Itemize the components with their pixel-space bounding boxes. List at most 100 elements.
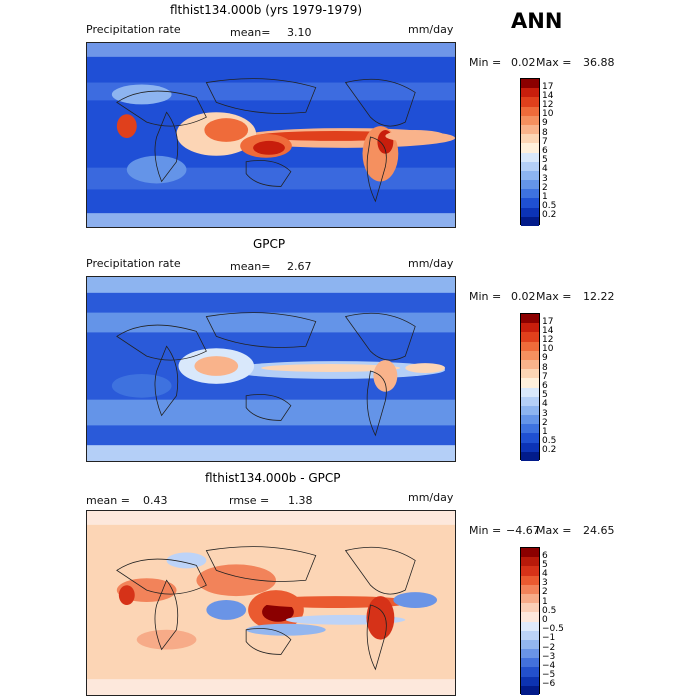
colorbar-tick-label: −1 (542, 633, 556, 644)
colorbar-tick-label: 9 (542, 118, 548, 129)
colorbar-segment (521, 198, 539, 208)
colorbar-segment (521, 593, 539, 604)
panel-3-max-value: 24.65 (583, 524, 615, 537)
colorbar-tick-label: 3 (542, 578, 548, 589)
colorbar-tick-label: 9 (542, 353, 548, 364)
colorbar-segment (521, 405, 539, 416)
panel-2-mean-value: 2.67 (287, 260, 312, 273)
colorbar-segment (521, 97, 539, 107)
colorbar-tick-label: 0.5 (542, 605, 557, 616)
colorbar-tick-label: 17 (542, 81, 554, 92)
panel-2-map-graphic (87, 277, 455, 461)
colorbar-segment (521, 161, 539, 171)
panel-1-left-label: Precipitation rate (86, 23, 181, 36)
colorbar-tick-label: 0.2 (542, 210, 557, 221)
colorbar-segment (521, 332, 539, 342)
colorbar-tick-label: 6 (542, 550, 548, 561)
panel-2-mean-label: mean= (230, 260, 271, 273)
panel-1-max-value: 36.88 (583, 56, 615, 69)
panel-3-colorbar (520, 547, 540, 695)
colorbar-segment (521, 630, 539, 640)
panel-3-map (86, 510, 456, 696)
colorbar-segment (521, 314, 539, 324)
panel-2-max-value: 12.22 (583, 290, 615, 303)
colorbar-tick-label: 0.5 (542, 201, 557, 212)
panel-1-min-value: 0.02 (511, 56, 536, 69)
colorbar-segment (521, 378, 539, 388)
colorbar-segment (521, 658, 539, 668)
colorbar-tick-label: 1 (542, 426, 548, 437)
panel-2-max-label: Max = (536, 290, 572, 303)
colorbar-tick-label: 12 (542, 335, 554, 346)
season-label: ANN (511, 9, 563, 33)
panel-3-mean-label: mean = (86, 494, 130, 507)
colorbar-segment (521, 584, 539, 594)
panel-1-mean-label: mean= (230, 26, 271, 39)
colorbar-segment (521, 667, 539, 677)
colorbar-tick-label: 3 (542, 173, 548, 184)
panel-1-title: flthist134.000b (yrs 1979-1979) (170, 3, 363, 17)
colorbar-tick-label: 4 (542, 399, 548, 410)
colorbar-tick-label: −2 (542, 642, 556, 653)
panel-1-map-graphic (87, 43, 455, 227)
colorbar-segment (521, 566, 539, 576)
colorbar-segment (521, 106, 539, 116)
colorbar-tick-label: 10 (542, 109, 554, 120)
colorbar-segment (521, 433, 539, 443)
colorbar-tick-label: −4 (542, 660, 556, 671)
colorbar-tick-label: 3 (542, 408, 548, 419)
colorbar-segment (521, 134, 539, 144)
colorbar-tick-label: −3 (542, 651, 556, 662)
colorbar-segment (521, 115, 539, 125)
panel-1-max-label: Max = (536, 56, 572, 69)
colorbar-segment (521, 612, 539, 622)
panel-3-units: mm/day (408, 491, 454, 504)
panel-2-min-value: 0.02 (511, 290, 536, 303)
panel-3-min-value: −4.67 (506, 524, 540, 537)
colorbar-tick-label: 7 (542, 136, 548, 147)
panel-2-title: GPCP (253, 237, 286, 251)
colorbar-segment (521, 548, 539, 558)
colorbar-tick-label: −6 (542, 679, 556, 690)
panel-3-map-graphic (87, 511, 455, 695)
panel-1-map (86, 42, 456, 228)
colorbar-tick-label: 0.2 (542, 445, 557, 456)
colorbar-segment (521, 649, 539, 659)
colorbar-tick-label: 0.5 (542, 436, 557, 447)
panel-3-title: flthist134.000b - GPCP (205, 471, 341, 485)
colorbar-tick-label: 4 (542, 569, 548, 580)
colorbar-segment (521, 180, 539, 190)
panel-2-min-label: Min = (469, 290, 502, 303)
colorbar-segment (521, 575, 539, 585)
colorbar-tick-label: 6 (542, 381, 548, 391)
colorbar-tick-label: 5 (542, 390, 548, 401)
colorbar-segment (521, 676, 539, 686)
colorbar-segment (521, 557, 539, 567)
panel-3-rmse-label: rmse = (229, 494, 270, 507)
colorbar-segment (521, 350, 539, 360)
colorbar-segment (521, 424, 539, 434)
panel-1-colorbar (520, 78, 540, 226)
colorbar-tick-label: 2 (542, 417, 548, 428)
colorbar-tick-label: 12 (542, 100, 554, 111)
panel-1-units: mm/day (408, 23, 454, 36)
colorbar-tick-label: 6 (542, 146, 548, 156)
colorbar-segment (521, 603, 539, 613)
colorbar-segment (521, 341, 539, 351)
panel-2-map (86, 276, 456, 462)
colorbar-tick-label: 1 (542, 596, 548, 607)
colorbar-segment (521, 124, 539, 135)
colorbar-tick-label: 10 (542, 344, 554, 355)
colorbar-tick-label: 5 (542, 559, 548, 570)
colorbar-segment (521, 387, 539, 397)
colorbar-segment (521, 442, 539, 452)
panel-2-units: mm/day (408, 257, 454, 270)
panel-1-min-label: Min = (469, 56, 502, 69)
colorbar-segment (521, 396, 539, 406)
colorbar-segment (521, 79, 539, 89)
colorbar-tick-label: 0 (542, 615, 548, 625)
colorbar-segment (521, 359, 539, 370)
colorbar-tick-label: −0.5 (542, 624, 564, 635)
panel-3-min-label: Min = (469, 524, 502, 537)
colorbar-tick-label: 1 (542, 191, 548, 202)
